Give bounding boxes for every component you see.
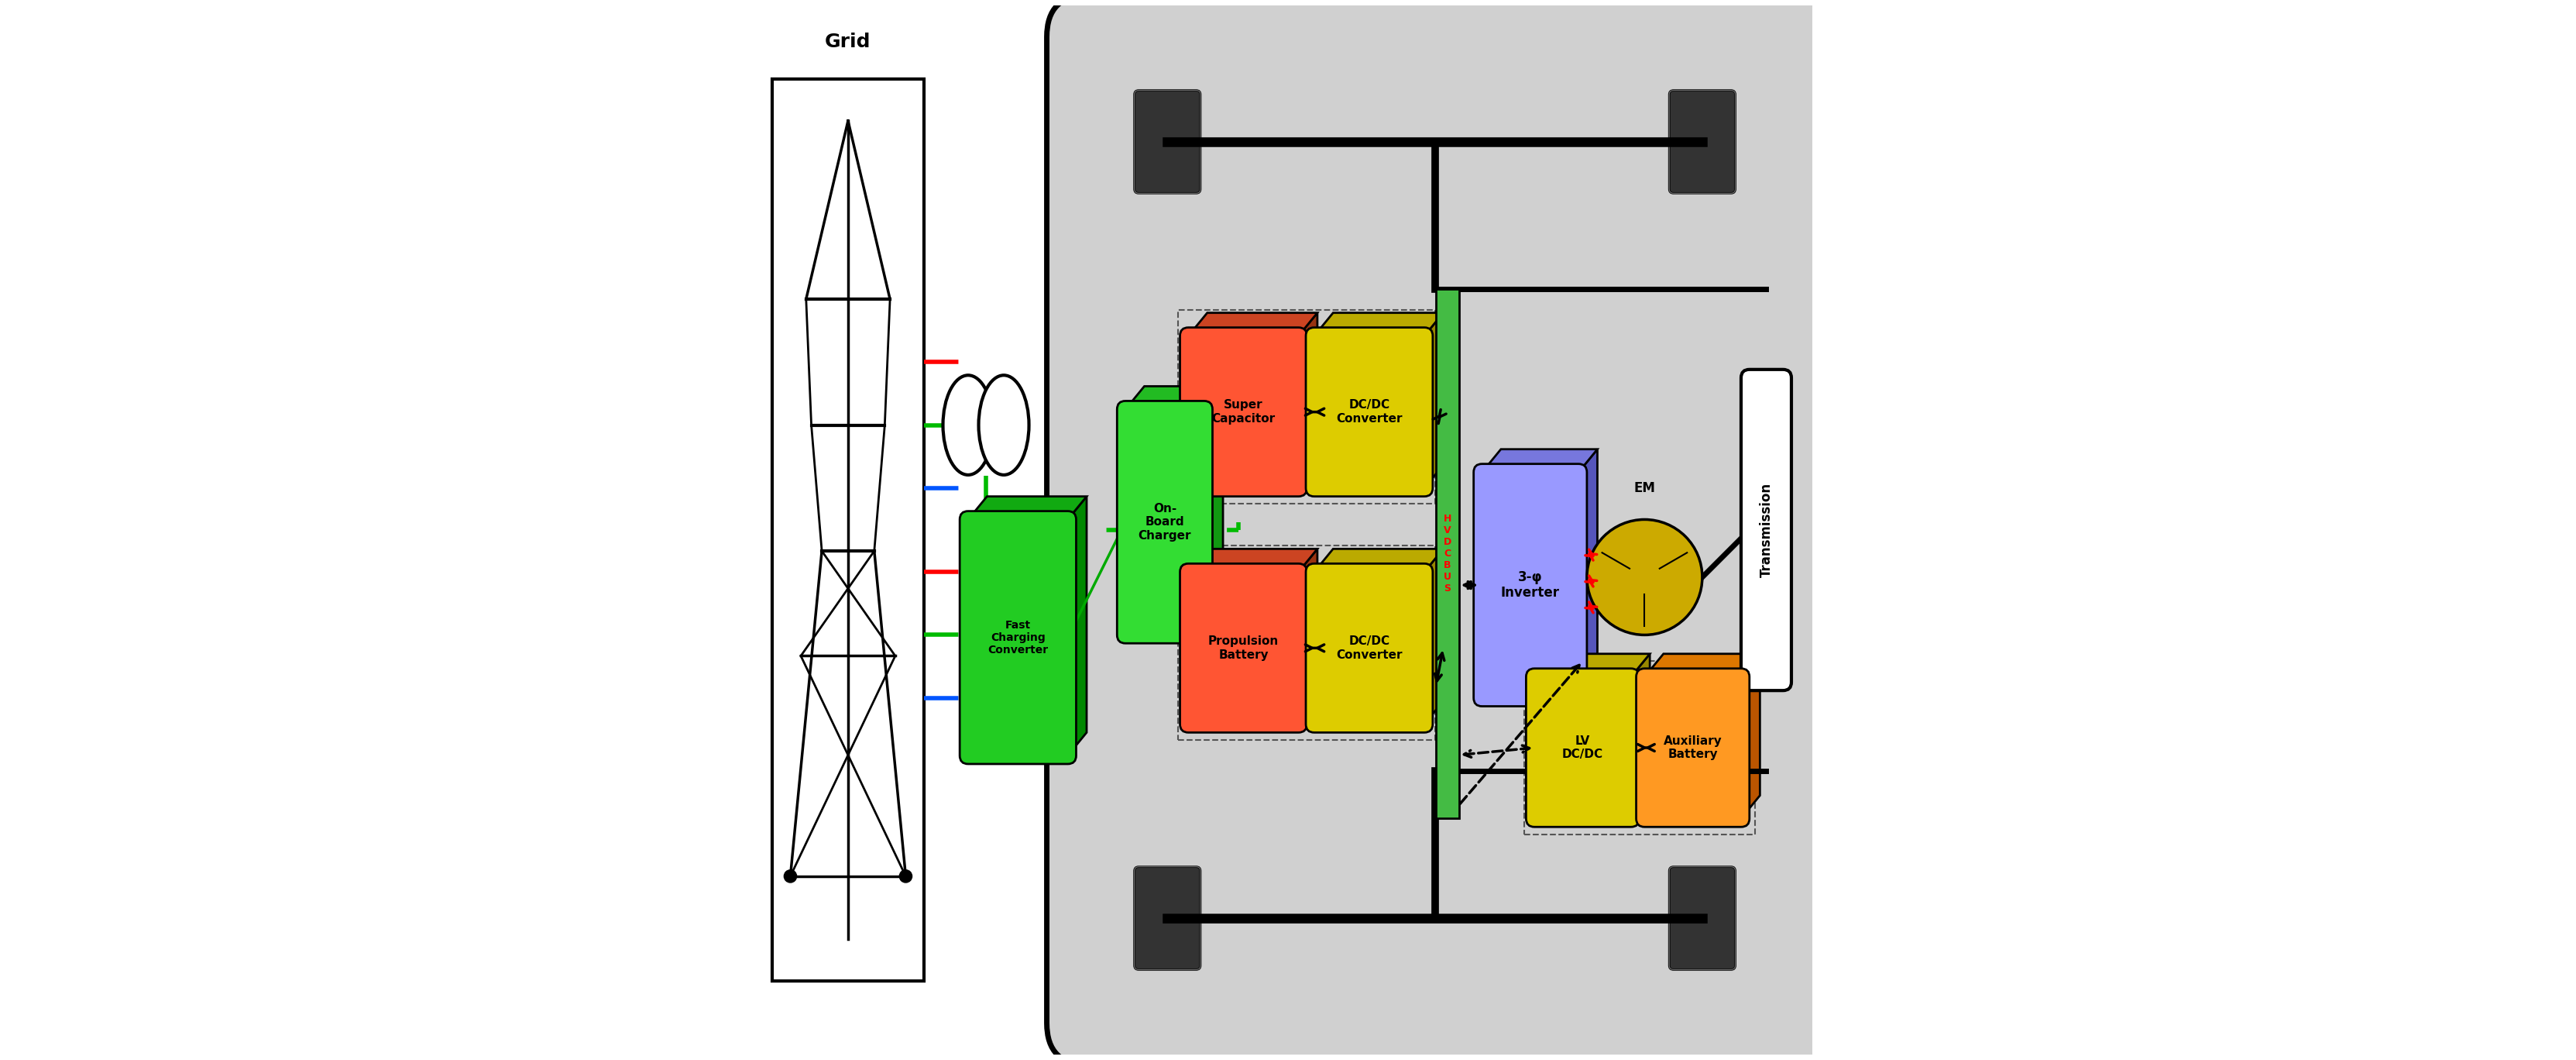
Circle shape <box>899 870 912 883</box>
FancyBboxPatch shape <box>1306 328 1432 496</box>
Text: H
V
D
C
B
U
S: H V D C B U S <box>1443 514 1450 594</box>
FancyBboxPatch shape <box>1180 564 1306 732</box>
FancyBboxPatch shape <box>1118 401 1213 643</box>
Text: EM: EM <box>1633 481 1656 495</box>
Polygon shape <box>1298 313 1316 488</box>
Polygon shape <box>1425 313 1443 488</box>
FancyBboxPatch shape <box>1306 564 1432 732</box>
FancyBboxPatch shape <box>1180 328 1306 496</box>
Text: Transmission: Transmission <box>1759 482 1772 578</box>
Text: Grid: Grid <box>824 33 871 51</box>
Polygon shape <box>1203 386 1224 635</box>
FancyBboxPatch shape <box>1046 0 1829 1060</box>
Text: DC/DC
Converter: DC/DC Converter <box>1337 636 1401 660</box>
Polygon shape <box>1579 449 1597 697</box>
Text: Propulsion
Battery: Propulsion Battery <box>1208 636 1278 660</box>
FancyBboxPatch shape <box>1669 867 1736 970</box>
Polygon shape <box>1643 654 1759 677</box>
FancyBboxPatch shape <box>961 511 1077 764</box>
Polygon shape <box>1188 313 1316 336</box>
FancyBboxPatch shape <box>1473 464 1587 706</box>
Ellipse shape <box>979 375 1028 475</box>
Text: Fast
Charging
Converter: Fast Charging Converter <box>987 620 1048 655</box>
FancyBboxPatch shape <box>1669 90 1736 193</box>
Polygon shape <box>1314 313 1443 336</box>
FancyBboxPatch shape <box>1133 90 1200 193</box>
Polygon shape <box>1535 654 1649 677</box>
FancyBboxPatch shape <box>1133 867 1200 970</box>
Text: Auxiliary
Battery: Auxiliary Battery <box>1664 736 1723 760</box>
Polygon shape <box>1481 449 1597 473</box>
Text: LV
DC/DC: LV DC/DC <box>1561 736 1602 760</box>
FancyBboxPatch shape <box>1636 669 1749 827</box>
Circle shape <box>783 870 796 883</box>
FancyBboxPatch shape <box>773 78 925 982</box>
Text: 3-φ
Inverter: 3-φ Inverter <box>1502 570 1558 600</box>
Polygon shape <box>1631 654 1649 818</box>
Circle shape <box>1587 519 1703 635</box>
Polygon shape <box>1425 549 1443 724</box>
Ellipse shape <box>943 375 994 475</box>
Text: Super
Capacitor: Super Capacitor <box>1211 400 1275 424</box>
Polygon shape <box>1741 654 1759 818</box>
Polygon shape <box>1314 549 1443 572</box>
Polygon shape <box>969 496 1087 519</box>
Text: On-
Board
Charger: On- Board Charger <box>1139 502 1190 542</box>
Polygon shape <box>1069 496 1087 756</box>
FancyBboxPatch shape <box>1435 288 1458 818</box>
Polygon shape <box>1298 549 1316 724</box>
Polygon shape <box>1188 549 1316 572</box>
FancyBboxPatch shape <box>1741 370 1790 690</box>
Text: DC/DC
Converter: DC/DC Converter <box>1337 400 1401 424</box>
FancyBboxPatch shape <box>1525 669 1638 827</box>
Polygon shape <box>1126 386 1224 409</box>
